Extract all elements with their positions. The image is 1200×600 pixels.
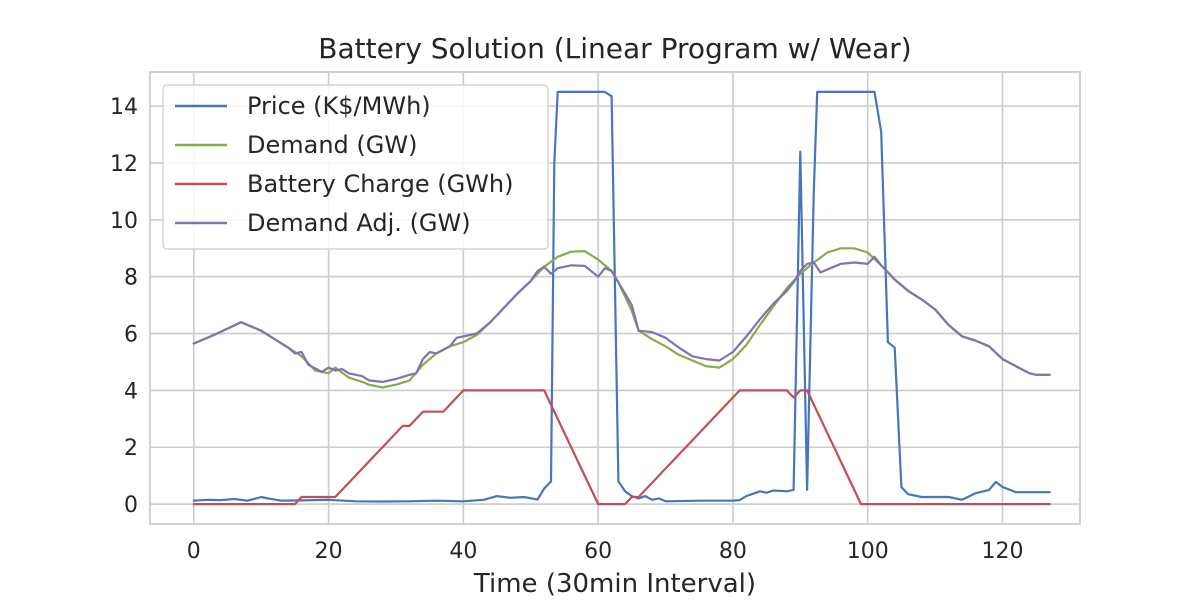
y-tick-label: 6 (124, 323, 138, 348)
y-tick-label: 14 (110, 95, 138, 120)
x-axis-title: Time (30min Interval) (473, 569, 756, 599)
x-tick-label: 80 (719, 539, 747, 564)
x-tick-label: 20 (315, 539, 343, 564)
y-tick-label: 8 (124, 266, 138, 291)
plot-frame (149, 71, 1081, 525)
y-tick-label: 0 (124, 493, 138, 518)
x-tick-label: 40 (449, 539, 477, 564)
legend-label-demand-gw: Demand (GW) (247, 131, 417, 159)
legend-label-demand-adj-gw: Demand Adj. (GW) (247, 209, 471, 237)
x-tick-label: 100 (847, 539, 889, 564)
y-tick-label: 12 (110, 152, 138, 177)
legend-box (162, 84, 549, 250)
legend: Price (K$/MWh) Demand (GW) Battery Charge … (162, 84, 549, 250)
x-tick-label: 60 (584, 539, 612, 564)
series-line-battery-charge-gwh (192, 389, 1051, 506)
y-tick-label: 4 (124, 379, 138, 404)
x-tick-label: 120 (982, 539, 1024, 564)
x-tick-label: 0 (187, 539, 201, 564)
series-layer (192, 90, 1051, 506)
legend-label-battery-charge-gwh: Battery Charge (GWh) (247, 170, 513, 198)
y-tick-label: 10 (110, 209, 138, 234)
legend-label-price-k-mwh: Price (K$/MWh) (247, 92, 431, 120)
y-tick-label: 2 (124, 436, 138, 461)
series-line-demand-adj-gw (192, 255, 1051, 383)
series-line-price-k-mwh (192, 90, 1051, 503)
chart-title: Battery Solution (Linear Program w/ Wear… (318, 32, 911, 65)
tick-label-layer: 0 20 40 60 80 100 120 0 2 4 6 8 10 12 14 (110, 95, 1024, 564)
